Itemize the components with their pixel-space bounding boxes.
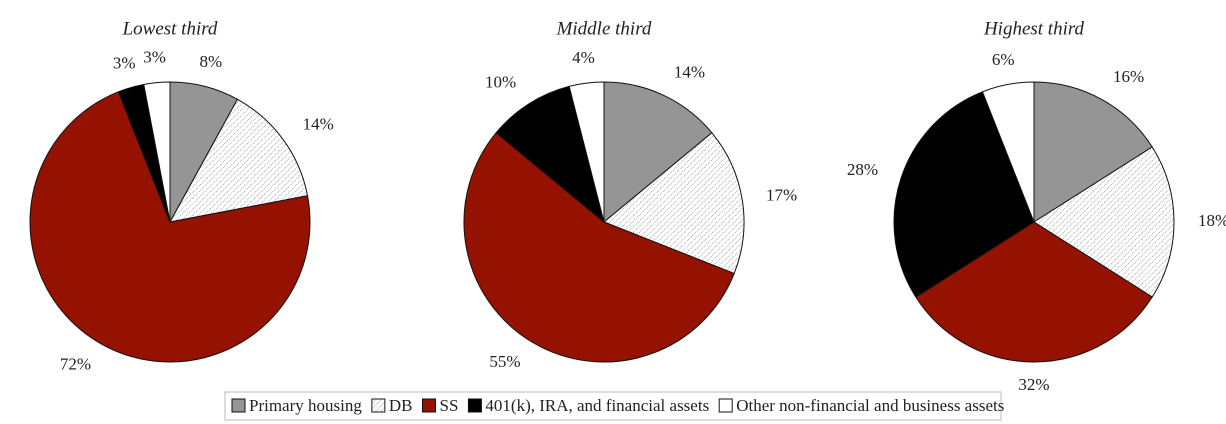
chart-title: Middle third (556, 18, 652, 39)
pie-slice (29, 91, 311, 363)
data-label: 8% (199, 52, 222, 71)
legend-swatch (231, 398, 246, 413)
legend-box (224, 391, 1002, 421)
pie-slice (1033, 81, 1153, 223)
data-label: 28% (847, 160, 878, 179)
data-label: 16% (1113, 67, 1144, 86)
pie-slice (463, 132, 735, 363)
data-label: 10% (485, 72, 516, 91)
legend-label: 401(k), IRA, and financial assets (485, 396, 709, 415)
pie-slice (915, 221, 1153, 363)
legend-label: Primary housing (249, 396, 362, 415)
data-label: 72% (60, 355, 91, 374)
pie-slice (169, 98, 309, 223)
legend-swatch (421, 398, 436, 413)
data-label: 17% (766, 185, 797, 204)
data-label: 6% (992, 50, 1015, 69)
data-label: 3% (113, 53, 136, 72)
pie-slice (893, 91, 1035, 298)
chart-title: Lowest third (122, 18, 218, 39)
legend-swatch (718, 398, 733, 413)
legend-label: DB (389, 396, 413, 415)
pie-slice (568, 81, 605, 223)
data-label: 3% (143, 48, 166, 67)
legend-label: Other non-financial and business assets (736, 396, 1004, 415)
data-label: 14% (303, 115, 334, 134)
legend-swatch (371, 398, 386, 413)
legend-label: SS (439, 396, 458, 415)
data-label: 14% (674, 63, 705, 82)
data-label: 55% (489, 352, 520, 371)
legend-swatch (467, 398, 482, 413)
pie-slice (603, 81, 713, 224)
pie-slice (495, 85, 605, 224)
pie-slice (143, 81, 171, 223)
chart-title: Highest third (983, 18, 1085, 39)
data-label: 32% (1018, 375, 1049, 394)
pie-slice (1033, 146, 1175, 298)
data-label: 18% (1198, 211, 1226, 230)
pie-slice (981, 81, 1035, 223)
data-label: 4% (572, 48, 595, 67)
pie-slice (603, 132, 745, 275)
